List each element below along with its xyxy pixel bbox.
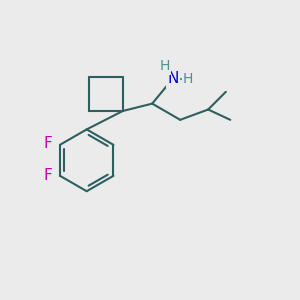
Text: F: F [43,168,52,183]
Text: N: N [167,71,178,86]
Text: H: H [159,59,170,73]
Text: F: F [43,136,52,151]
Text: H: H [183,72,193,86]
